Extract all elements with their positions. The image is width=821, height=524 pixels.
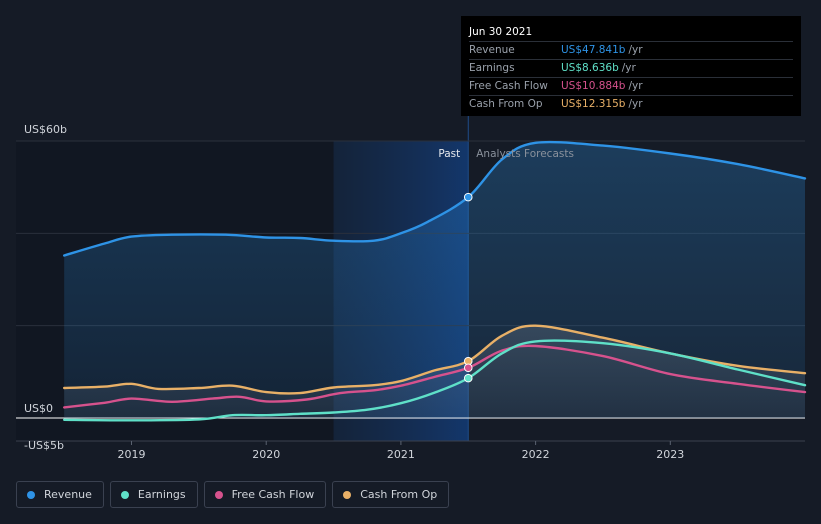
x-tick-label: 2021 bbox=[387, 448, 415, 461]
y-tick-label: -US$5b bbox=[24, 439, 64, 452]
tooltip-label: Revenue bbox=[469, 44, 515, 56]
tooltip-value: US$47.841b bbox=[561, 44, 626, 56]
cash-from-op-dot-icon bbox=[343, 490, 352, 499]
free-cash-flow-dot-icon bbox=[214, 490, 223, 499]
tooltip-unit: /yr bbox=[621, 62, 636, 74]
tooltip-date: Jun 30 2021 bbox=[469, 26, 533, 38]
legend-label: Free Cash Flow bbox=[231, 488, 315, 501]
legend-item-free-cash-flow[interactable]: Free Cash Flow bbox=[203, 481, 327, 508]
tooltip-label: Cash From Op bbox=[469, 98, 543, 110]
legend-label: Revenue bbox=[44, 488, 92, 501]
past-label: Past bbox=[438, 148, 460, 160]
x-tick-label: 2023 bbox=[656, 448, 684, 461]
tooltip-label: Earnings bbox=[469, 62, 515, 74]
chart-markers bbox=[463, 192, 473, 383]
series-line-revenue bbox=[63, 140, 807, 257]
series-line-free-cash-flow bbox=[63, 344, 807, 409]
series-line-earnings bbox=[63, 339, 807, 422]
tooltip-unit: /yr bbox=[628, 44, 643, 56]
tooltip-unit: /yr bbox=[628, 98, 643, 110]
marker-free-cash-flow bbox=[463, 363, 473, 373]
tooltip-row-revenue: Revenue US$47.841b/yr bbox=[469, 41, 793, 59]
legend-item-revenue[interactable]: Revenue bbox=[16, 481, 104, 508]
marker-revenue bbox=[463, 192, 473, 202]
legend-label: Cash From Op bbox=[360, 488, 438, 501]
x-tick-label: 2020 bbox=[252, 448, 280, 461]
tooltip-row-earnings: Earnings US$8.636b/yr bbox=[469, 59, 793, 77]
chart-legend: Revenue Earnings Free Cash Flow Cash Fro… bbox=[16, 481, 450, 508]
forecast-label: Analysts Forecasts bbox=[476, 148, 574, 160]
tooltip-value: US$8.636b bbox=[561, 62, 619, 74]
tooltip-unit: /yr bbox=[628, 80, 643, 92]
chart-series-lines bbox=[63, 140, 807, 422]
y-tick-label: US$60b bbox=[24, 123, 67, 136]
tooltip: Jun 30 2021 Revenue US$47.841b/yr Earnin… bbox=[461, 16, 801, 116]
tooltip-value: US$10.884b bbox=[561, 80, 626, 92]
tooltip-label: Free Cash Flow bbox=[469, 80, 548, 92]
y-tick-label: US$0 bbox=[24, 402, 53, 415]
tooltip-row-cash-from-op: Cash From Op US$12.315b/yr bbox=[469, 95, 793, 113]
revenue-dot-icon bbox=[27, 490, 35, 499]
legend-label: Earnings bbox=[137, 488, 186, 501]
chart-canvas: US$60b US$0 -US$5b 2019 2020 2021 2022 2023 Past… bbox=[16, 16, 807, 461]
legend-item-earnings[interactable]: Earnings bbox=[109, 481, 198, 508]
chart-text: US$60b US$0 -US$5b 2019 2020 2021 2022 2023 Past… bbox=[24, 123, 684, 461]
legend-item-cash-from-op[interactable]: Cash From Op bbox=[332, 481, 450, 508]
tooltip-row-free-cash-flow: Free Cash Flow US$10.884b/yr bbox=[469, 77, 793, 95]
x-tick-label: 2019 bbox=[118, 448, 146, 461]
x-tick-label: 2022 bbox=[522, 448, 550, 461]
tooltip-value: US$12.315b bbox=[561, 98, 626, 110]
chart-areas bbox=[64, 142, 806, 419]
series-line-cash-from-op bbox=[63, 324, 807, 395]
cash-from-op-area bbox=[64, 325, 806, 418]
earnings-dot-icon bbox=[120, 490, 129, 499]
marker-earnings bbox=[463, 373, 473, 383]
